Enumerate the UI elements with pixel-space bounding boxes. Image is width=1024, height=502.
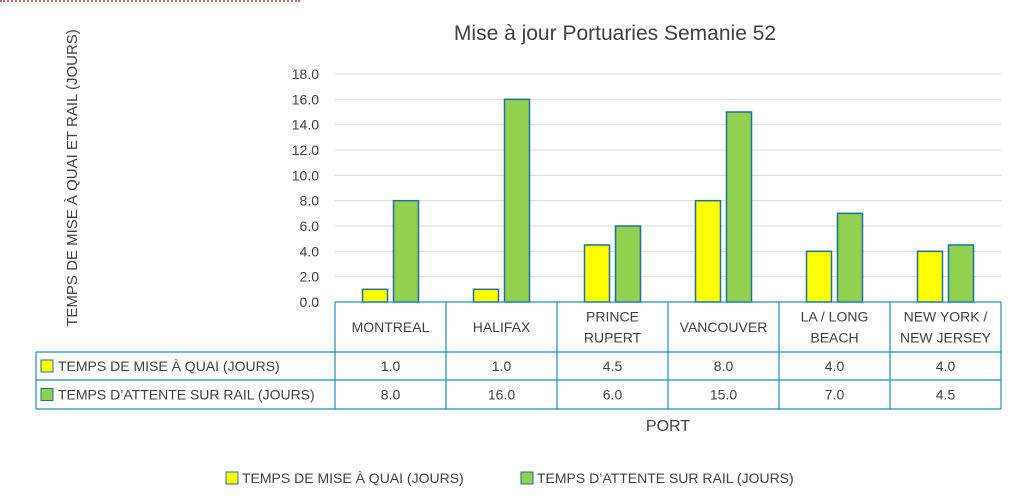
y-tick-label: 12.0 (292, 142, 319, 158)
y-tick-label: 2.0 (300, 269, 320, 285)
legend-label: TEMPS D’ATTENTE SUR RAIL (JOURS) (537, 470, 794, 486)
table-value: 6.0 (603, 387, 623, 403)
y-tick-label: 4.0 (300, 243, 320, 259)
category-label: NEW JERSEY (900, 330, 992, 346)
table-value: 4.5 (603, 358, 623, 374)
y-tick-label: 6.0 (300, 218, 320, 234)
bar-rail (947, 244, 975, 303)
category-label: LA / LONG (801, 309, 869, 325)
y-tick-label: 18.0 (292, 66, 319, 82)
bar-rail (614, 225, 642, 303)
table-series-label: TEMPS DE MISE À QUAI (JOURS) (58, 358, 280, 374)
y-tick-label: 10.0 (292, 167, 319, 183)
legend: TEMPS DE MISE À QUAI (JOURS) TEMPS D’ATTE… (225, 470, 794, 486)
category-label: MONTREAL (352, 319, 430, 335)
category-label: VANCOUVER (680, 319, 768, 335)
legend-key (225, 471, 239, 485)
top-decor-dots (0, 0, 300, 5)
bar-quai (361, 288, 389, 303)
category-label: HALIFAX (473, 319, 531, 335)
table-legend-key (40, 359, 54, 373)
y-tick-label: 14.0 (292, 117, 319, 133)
chart-title: Mise à jour Portuaries Semanie 52 (454, 22, 776, 45)
data-table: MONTREAL HALIFAX PRINCE RUPERT VANCOUVER LA /… (35, 301, 1002, 410)
bar-quai (472, 288, 500, 303)
table-value: 15.0 (710, 387, 737, 403)
category-label: PRINCE (586, 309, 639, 325)
bar-quai (694, 199, 722, 303)
bar-rail (392, 199, 420, 303)
legend-key (520, 471, 534, 485)
bar-quai (583, 244, 611, 303)
gridlines (335, 73, 1001, 303)
bar-rail (503, 98, 531, 303)
y-tick-label: 8.0 (300, 193, 320, 209)
table-legend-key (40, 388, 54, 401)
table-value: 7.0 (825, 387, 845, 403)
bar-rail (836, 212, 864, 303)
category-label: NEW YORK / (904, 309, 988, 325)
bars (361, 98, 975, 303)
table-value: 16.0 (488, 387, 515, 403)
table-value: 4.0 (936, 358, 956, 374)
y-axis-label: TEMPS DE MISE À QUAI ET RAIL (JOURS) (64, 29, 81, 327)
table-value: 8.0 (714, 358, 734, 374)
y-tick-label: 16.0 (292, 91, 319, 107)
y-tick-label: 0.0 (300, 294, 320, 310)
table-value: 1.0 (492, 358, 512, 374)
bar-quai (805, 250, 833, 303)
legend-label: TEMPS DE MISE À QUAI (JOURS) (242, 470, 464, 486)
bar-quai (916, 250, 944, 303)
y-tick-labels: 0.0 2.0 4.0 6.0 8.0 10.0 12.0 14.0 16.0 18.0 (292, 66, 319, 310)
table-value: 4.0 (825, 358, 845, 374)
table-value: 4.5 (936, 387, 956, 403)
table-series-label: TEMPS D’ATTENTE SUR RAIL (JOURS) (58, 387, 315, 403)
bar-rail (725, 111, 753, 303)
table-value: 1.0 (381, 358, 401, 374)
category-label: BEACH (810, 330, 858, 346)
table-value: 8.0 (381, 387, 401, 403)
category-label: RUPERT (584, 330, 642, 346)
x-axis-label: PORT (646, 418, 690, 435)
